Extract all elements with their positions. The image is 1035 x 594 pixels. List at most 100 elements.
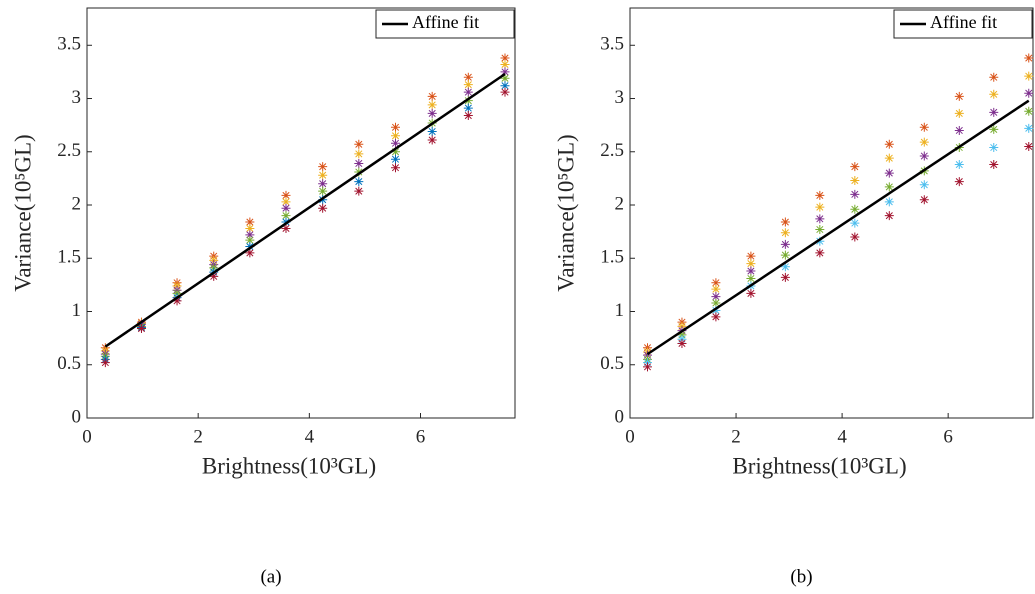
data-point xyxy=(850,232,860,242)
data-point xyxy=(354,186,364,196)
data-point xyxy=(989,89,999,99)
data-point xyxy=(463,87,473,97)
data-point xyxy=(884,211,894,221)
data-point xyxy=(500,81,510,91)
data-point xyxy=(245,223,255,233)
y-tick-label: 0.5 xyxy=(600,353,624,374)
data-point xyxy=(884,197,894,207)
plot: 0 0.5 1 1.5 2 2.5 3 3.5 0 2 4 6 Brightness(10³GL) Var… xyxy=(553,7,1034,587)
y-tick-label: 3 xyxy=(615,87,625,108)
data-point xyxy=(850,189,860,199)
data-point xyxy=(850,176,860,186)
data-point xyxy=(711,305,721,315)
data-point xyxy=(427,108,437,118)
data-point xyxy=(463,111,473,121)
data-point xyxy=(711,278,721,288)
y-tick-label: 2.5 xyxy=(600,140,624,161)
data-point xyxy=(919,122,929,132)
caption: (b) xyxy=(790,566,812,587)
data-point xyxy=(815,225,825,235)
data-point xyxy=(989,107,999,117)
legend-label: Affine fit xyxy=(412,12,479,32)
data-point xyxy=(746,288,756,298)
data-point xyxy=(463,80,473,90)
data-point xyxy=(884,168,894,178)
data-point xyxy=(850,162,860,172)
x-tick-label: 0 xyxy=(625,426,635,447)
data-point xyxy=(1024,106,1034,116)
y-tick-label: 3.5 xyxy=(600,34,624,55)
data-point xyxy=(500,73,510,83)
data-point xyxy=(281,197,291,207)
data-point xyxy=(780,262,790,272)
data-point xyxy=(390,131,400,141)
data-point xyxy=(390,163,400,173)
data-point xyxy=(711,292,721,302)
data-point xyxy=(642,362,652,372)
data-point xyxy=(780,250,790,260)
data-point xyxy=(390,138,400,148)
data-point xyxy=(209,271,219,281)
data-point xyxy=(850,204,860,214)
y-axis-label: Variance(10⁵GL) xyxy=(553,134,578,291)
y-tick-label: 0.5 xyxy=(57,353,81,374)
data-point xyxy=(463,72,473,82)
data-point xyxy=(500,53,510,63)
data-point xyxy=(780,217,790,227)
data-point xyxy=(989,124,999,134)
data-point xyxy=(746,259,756,269)
data-point xyxy=(100,358,110,368)
y-tick-label: 3 xyxy=(72,87,82,108)
data-point xyxy=(884,139,894,149)
data-point xyxy=(318,170,328,180)
data-point xyxy=(989,143,999,153)
data-point xyxy=(815,202,825,212)
data-point xyxy=(746,251,756,261)
data-point xyxy=(919,151,929,161)
data-point xyxy=(780,228,790,238)
data-point xyxy=(884,153,894,163)
data-point xyxy=(281,223,291,233)
x-tick-label: 4 xyxy=(837,426,847,447)
x-axis-label: Brightness(10³GL) xyxy=(202,453,376,478)
data-point xyxy=(354,167,364,177)
fit-line xyxy=(646,99,1030,356)
x-axis-label: Brightness(10³GL) xyxy=(732,453,906,478)
axes-box xyxy=(629,7,1034,419)
y-tick-label: 2 xyxy=(72,193,82,214)
data-point xyxy=(954,177,964,187)
data-point xyxy=(318,162,328,172)
data-point xyxy=(919,195,929,205)
data-point xyxy=(919,137,929,147)
y-tick-label: 1 xyxy=(615,300,625,321)
data-point xyxy=(354,158,364,168)
data-point xyxy=(989,72,999,82)
data-point xyxy=(711,284,721,294)
fit-line xyxy=(104,72,506,348)
y-tick-label: 1.5 xyxy=(57,247,81,268)
data-point xyxy=(815,214,825,224)
data-point xyxy=(281,190,291,200)
y-tick-label: 0 xyxy=(615,406,625,427)
x-tick-label: 2 xyxy=(193,426,203,447)
data-point xyxy=(318,186,328,196)
data-point xyxy=(281,203,291,213)
data-point xyxy=(354,177,364,187)
caption: (a) xyxy=(260,566,281,587)
x-tick-label: 0 xyxy=(82,426,92,447)
x-tick-label: 6 xyxy=(416,426,426,447)
data-point xyxy=(746,273,756,283)
data-point xyxy=(815,190,825,200)
data-point xyxy=(746,266,756,276)
legend-label: Affine fit xyxy=(930,12,997,32)
data-point xyxy=(318,179,328,189)
data-point xyxy=(989,160,999,170)
data-point xyxy=(354,139,364,149)
data-point xyxy=(427,91,437,101)
plot: 0 0.5 1 1.5 2 2.5 3 3.5 0 2 4 6 Brightness(10³GL) Var… xyxy=(10,7,516,587)
data-point xyxy=(245,235,255,245)
data-point xyxy=(780,239,790,249)
data-point xyxy=(172,296,182,306)
